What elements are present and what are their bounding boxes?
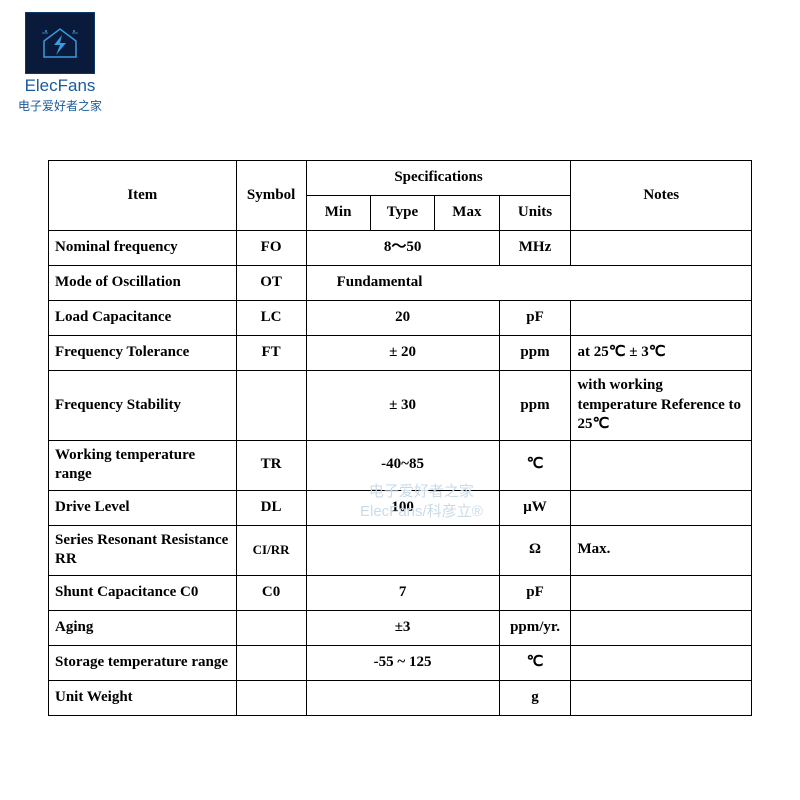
table-row: Shunt Capacitance C0 C0 7 pF [49,575,752,610]
header-type: Type [370,196,435,231]
cell-value: -55 ~ 125 [306,645,499,680]
cell-value: ±3 [306,610,499,645]
cell-notes [571,610,752,645]
header-units: Units [499,196,571,231]
logo-text: ElecFans [25,76,96,96]
cell-value: Fundamental [306,266,751,301]
cell-symbol: FT [236,336,306,371]
cell-units: g [499,680,571,715]
cell-notes: Max. [571,525,752,575]
header-notes: Notes [571,161,752,231]
cell-symbol: TR [236,440,306,490]
table-row: Frequency Tolerance FT ± 20 ppm at 25℃ ±… [49,336,752,371]
brand-logo: ElecFans 电子爱好者之家 [18,12,102,114]
cell-units: ppm [499,336,571,371]
table-row: Mode of Oscillation OT Fundamental [49,266,752,301]
cell-value: 7 [306,575,499,610]
cell-units: pF [499,575,571,610]
cell-notes: at 25℃ ± 3℃ [571,336,752,371]
table-row: Unit Weight g [49,680,752,715]
cell-item: Frequency Tolerance [49,336,237,371]
table-row: Nominal frequency FO 8～50 MHz [49,231,752,266]
table-row: Load Capacitance LC 20 pF [49,301,752,336]
cell-notes [571,301,752,336]
cell-item: Nominal frequency [49,231,237,266]
cell-item: Storage temperature range [49,645,237,680]
cell-symbol: CI/RR [236,525,306,575]
table-row: Series Resonant Resistance RR CI/RR Ω Ma… [49,525,752,575]
table-row: Frequency Stability ± 30 ppm with workin… [49,371,752,441]
header-symbol: Symbol [236,161,306,231]
table-row: Storage temperature range -55 ~ 125 ℃ [49,645,752,680]
cell-item: Aging [49,610,237,645]
cell-symbol: DL [236,490,306,525]
cell-units: Ω [499,525,571,575]
cell-units: ℃ [499,645,571,680]
logo-icon [25,12,95,74]
cell-symbol [236,371,306,441]
cell-item: Mode of Oscillation [49,266,237,301]
cell-units: MHz [499,231,571,266]
cell-notes [571,645,752,680]
cell-notes [571,490,752,525]
cell-value: 8～50 [306,231,499,266]
table-row: Aging ±3 ppm/yr. [49,610,752,645]
cell-symbol [236,610,306,645]
cell-item: Drive Level [49,490,237,525]
cell-units: ppm [499,371,571,441]
cell-units: μW [499,490,571,525]
cell-notes [571,231,752,266]
cell-symbol [236,645,306,680]
cell-symbol: FO [236,231,306,266]
cell-value: 20 [306,301,499,336]
cell-value: ± 30 [306,371,499,441]
cell-item: Unit Weight [49,680,237,715]
cell-item: Working temperature range [49,440,237,490]
cell-units: ℃ [499,440,571,490]
cell-value: 100 [306,490,499,525]
cell-item: Load Capacitance [49,301,237,336]
table-row: Drive Level DL 100 μW [49,490,752,525]
logo-subtitle: 电子爱好者之家 [18,97,102,114]
cell-notes [571,440,752,490]
cell-item: Series Resonant Resistance RR [49,525,237,575]
header-specifications: Specifications [306,161,571,196]
cell-symbol: LC [236,301,306,336]
cell-notes [571,680,752,715]
table-row: Working temperature range TR -40~85 ℃ [49,440,752,490]
cell-item: Shunt Capacitance C0 [49,575,237,610]
header-min: Min [306,196,370,231]
cell-value: ± 20 [306,336,499,371]
header-max: Max [435,196,499,231]
cell-value: -40~85 [306,440,499,490]
cell-symbol: OT [236,266,306,301]
cell-units: ppm/yr. [499,610,571,645]
cell-item: Frequency Stability [49,371,237,441]
cell-notes: with working temperature Reference to 25… [571,371,752,441]
cell-units: pF [499,301,571,336]
cell-symbol: C0 [236,575,306,610]
header-item: Item [49,161,237,231]
cell-notes [571,575,752,610]
cell-value [306,680,499,715]
specifications-table: Item Symbol Specifications Notes Min Typ… [48,160,752,716]
cell-symbol [236,680,306,715]
cell-value [306,525,499,575]
